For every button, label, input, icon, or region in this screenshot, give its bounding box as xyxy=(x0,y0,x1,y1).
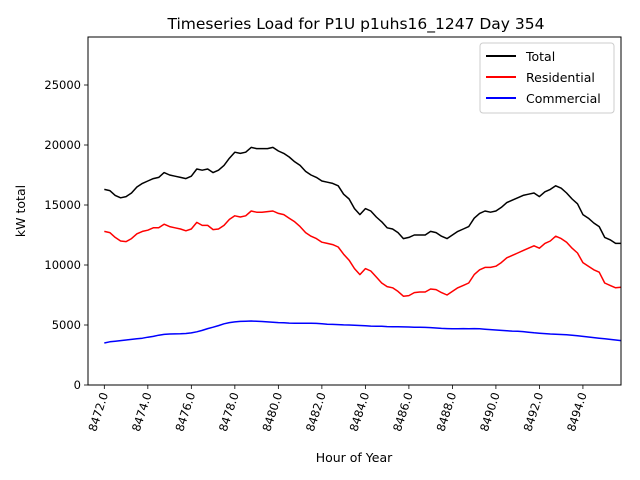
legend-box xyxy=(479,42,615,114)
y-tick-label: 5000 xyxy=(52,318,81,332)
y-tick-label: 20000 xyxy=(44,138,81,152)
y-axis-label: kW total xyxy=(13,185,28,237)
plot-lines xyxy=(104,146,622,344)
y-tick-label: 25000 xyxy=(44,78,81,92)
legend-label-residential: Residential xyxy=(526,70,595,85)
legend-label-total: Total xyxy=(525,49,555,64)
series-line-commercial xyxy=(104,320,622,344)
series-line-residential xyxy=(104,210,622,297)
x-axis-label: Hour of Year xyxy=(316,450,393,465)
y-tick-label: 0 xyxy=(74,378,81,392)
y-tick-label: 10000 xyxy=(44,258,81,272)
legend: Total Residential Commercial xyxy=(479,42,615,114)
chart-title: Timeseries Load for P1U p1uhs16_1247 Day… xyxy=(167,15,545,34)
plot-frame xyxy=(87,36,622,386)
legend-label-commercial: Commercial xyxy=(526,91,601,106)
y-tick-label: 15000 xyxy=(44,198,81,212)
y-axis-ticks: 0 5000 10000 15000 20000 25000 xyxy=(44,78,88,392)
series-line-total xyxy=(104,146,621,245)
